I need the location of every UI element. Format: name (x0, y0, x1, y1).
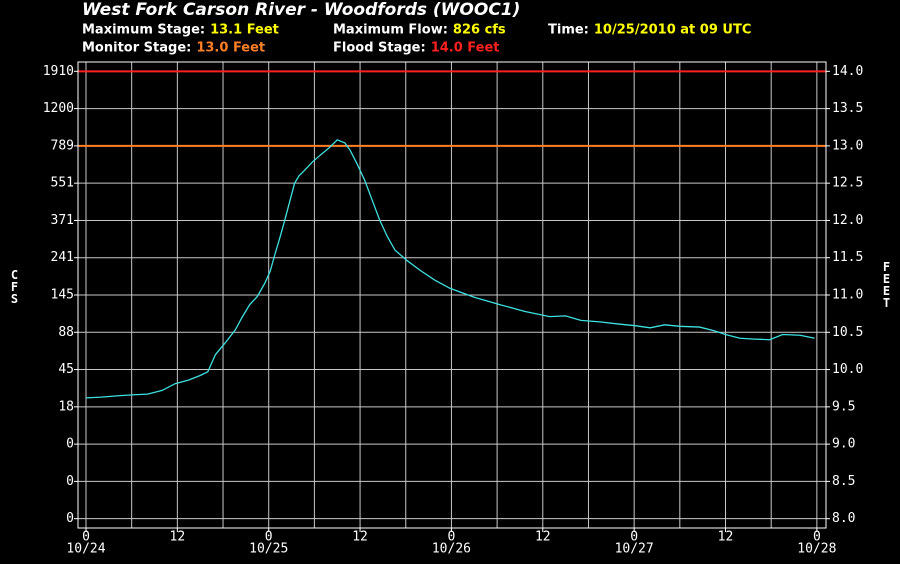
y2-tick-label: 13.0 (832, 138, 863, 153)
y-tick-label: 551 (51, 176, 74, 191)
y2-tick-label: 13.5 (832, 101, 863, 116)
y2-tick-label: 10.0 (832, 362, 863, 377)
y-tick-label: 1200 (43, 101, 74, 116)
y2-tick-label: 14.0 (832, 64, 863, 79)
header-label: Monitor Stage: (82, 41, 191, 56)
y-tick-label: 789 (51, 138, 74, 153)
chart-title: West Fork Carson River - Woodfords (WOOC… (82, 0, 520, 20)
x-tick-label: 12 (170, 530, 186, 545)
y-tick-label: 241 (51, 250, 74, 265)
header-label: Time: (548, 23, 589, 38)
x-date-label: 10/28 (797, 542, 836, 557)
y2-tick-label: 9.0 (832, 437, 855, 452)
header-label: Maximum Stage: (82, 23, 205, 38)
y-tick-label: 0 (66, 474, 74, 489)
plot-frame (77, 61, 827, 529)
y-tick-label: 18 (58, 399, 74, 414)
header-value: 13.1 Feet (210, 23, 279, 38)
y2-tick-label: 12.5 (832, 176, 863, 191)
x-tick-label: 12 (352, 530, 368, 545)
y-tick-label: 145 (51, 288, 74, 303)
y-axis-label: CFS (8, 268, 22, 304)
x-tick-label: 0 (265, 530, 273, 545)
y2-tick-label: 12.0 (832, 213, 863, 228)
y2-tick-label: 10.5 (832, 325, 863, 340)
y2-tick-label: 9.5 (832, 399, 855, 414)
x-tick-label: 0 (82, 530, 90, 545)
x-tick-label: 0 (630, 530, 638, 545)
x-tick-label: 0 (448, 530, 456, 545)
y-tick-label: 0 (66, 511, 74, 526)
header-value: 13.0 Feet (196, 41, 265, 56)
x-tick-label: 12 (718, 530, 734, 545)
data-line (85, 139, 815, 399)
y-tick-label: 0 (66, 437, 74, 452)
header-label: Maximum Flow: (333, 23, 448, 38)
y-tick-label: 45 (58, 362, 74, 377)
y2-tick-label: 8.5 (832, 474, 855, 489)
y2-tick-label: 11.0 (832, 288, 863, 303)
x-tick-label: 0 (813, 530, 821, 545)
y-tick-label: 371 (51, 213, 74, 228)
x-date-label: 10/26 (432, 542, 471, 557)
y2-axis-label: FEET (880, 260, 894, 308)
y-tick-label: 88 (58, 325, 74, 340)
y2-tick-label: 8.0 (832, 511, 855, 526)
header-value: 14.0 Feet (431, 41, 500, 56)
header-value: 826 cfs (453, 23, 506, 38)
header-label: Flood Stage: (333, 41, 426, 56)
x-tick-label: 12 (535, 530, 551, 545)
header-value: 10/25/2010 at 09 UTC (594, 23, 751, 38)
y-tick-label: 1910 (43, 64, 74, 79)
y2-tick-label: 11.5 (832, 250, 863, 265)
x-date-label: 10/27 (615, 542, 654, 557)
x-date-label: 10/24 (66, 542, 105, 557)
x-date-label: 10/25 (249, 542, 288, 557)
